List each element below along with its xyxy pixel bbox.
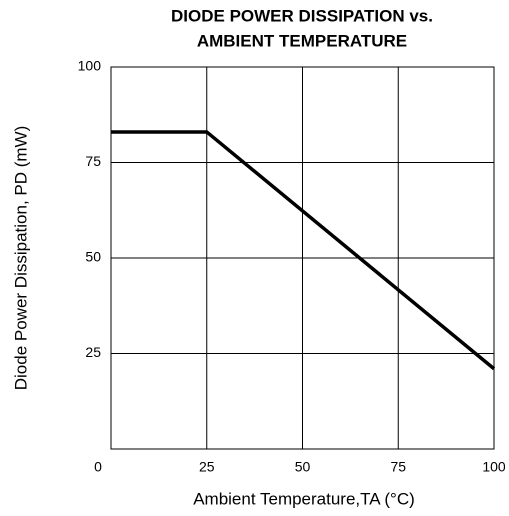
y-tick-label: 25 bbox=[85, 344, 101, 360]
y-tick-label: 75 bbox=[85, 153, 101, 169]
x-tick-label: 0 bbox=[94, 459, 102, 475]
y-tick-label: 100 bbox=[78, 58, 102, 74]
x-tick-label: 50 bbox=[295, 459, 311, 475]
chart-title: AMBIENT TEMPERATURE bbox=[197, 31, 407, 50]
x-tick-label: 75 bbox=[390, 459, 406, 475]
data-line bbox=[111, 130, 496, 371]
x-tick-label: 100 bbox=[482, 459, 506, 475]
y-tick-label: 50 bbox=[85, 249, 101, 265]
y-axis-label: Diode Power Dissipation, PD (mW) bbox=[11, 126, 30, 391]
chart-title: DIODE POWER DISSIPATION vs. bbox=[171, 6, 433, 25]
x-axis-label: Ambient Temperature,TA (°C) bbox=[193, 489, 415, 508]
x-tick-label: 25 bbox=[199, 459, 215, 475]
